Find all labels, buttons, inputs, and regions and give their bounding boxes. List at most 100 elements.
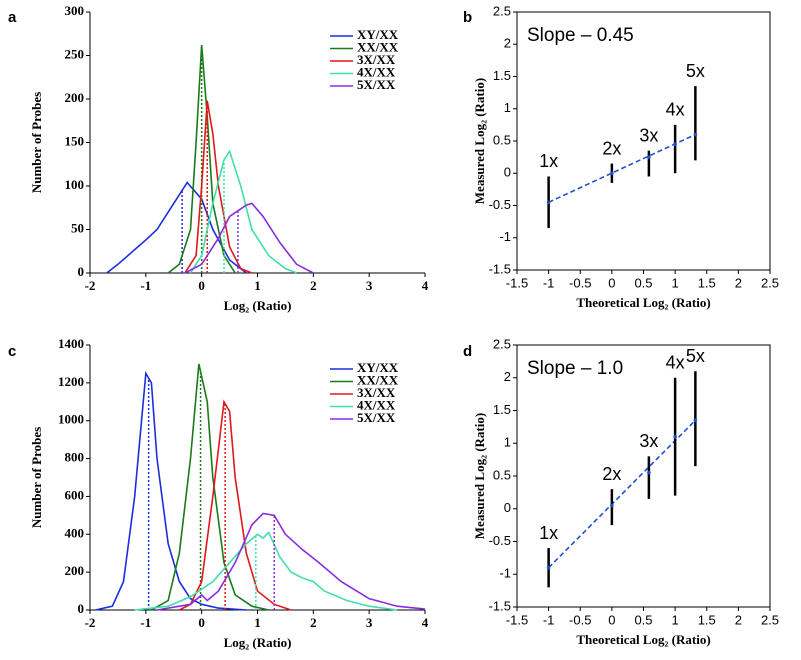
y-tick-label: 1 [504, 435, 511, 450]
x-axis-label: Theoretical Log₂ (Ratio) [576, 295, 710, 310]
fit-line [548, 419, 696, 569]
y-tick-label: 1400 [58, 336, 84, 351]
annotation: Slope – 1.0 [527, 358, 623, 379]
x-tick-label: 2.5 [761, 612, 779, 627]
x-tick-label: 0 [198, 278, 205, 293]
point-label: 3x [639, 125, 658, 145]
series-line [167, 44, 236, 274]
legend-label: 3X/XX [357, 385, 396, 400]
panel: a -2 -1 0 1 2 3 4 0 50 100 150 200 250 300 Log₂ (Ratio)… [8, 3, 429, 313]
series-line [189, 149, 297, 274]
y-tick-label: 1.5 [493, 68, 511, 83]
y-tick-label: -1.5 [489, 261, 511, 276]
y-tick-label: 0 [78, 264, 85, 279]
legend-label: XY/XX [357, 360, 399, 375]
x-tick-label: 3 [366, 278, 373, 293]
x-tick-label: -1 [140, 615, 151, 630]
x-tick-label: -1 [140, 278, 151, 293]
x-tick-label: 1.5 [698, 612, 716, 627]
panel-label: b [463, 9, 472, 26]
legend-label: XX/XX [357, 39, 399, 54]
y-tick-label: 200 [65, 90, 85, 105]
panel: d -1.5 -1 -0.5 0 0.5 1 1.5 2 2.5 -1.5 -1 -0.5 0 0.5 1 1.… [463, 336, 779, 647]
legend-label: 3X/XX [357, 52, 396, 67]
point-label: 5x [686, 346, 705, 366]
series-line [151, 363, 269, 611]
x-tick-label: -1 [543, 612, 555, 627]
y-tick-label: 1.5 [493, 402, 511, 417]
point-label: 5x [686, 61, 705, 81]
point [546, 200, 551, 205]
y-tick-label: 800 [65, 450, 85, 465]
point-label: 1x [539, 151, 558, 171]
y-tick-label: 1 [504, 100, 511, 115]
y-tick-label: 2 [504, 36, 511, 51]
y-tick-label: -0.5 [489, 533, 511, 548]
y-tick-label: -1 [499, 229, 511, 244]
y-tick-label: 1200 [58, 374, 84, 389]
y-tick-label: -1.5 [489, 598, 511, 613]
point-label: 4x [666, 100, 685, 120]
x-tick-label: 4 [422, 278, 429, 293]
legend-label: 5X/XX [357, 410, 396, 425]
point-label: 4x [666, 353, 685, 373]
x-tick-label: 4 [422, 615, 429, 630]
y-tick-label: 1000 [58, 412, 84, 427]
x-tick-label: 0.5 [634, 612, 652, 627]
series-line [156, 512, 426, 611]
x-tick-label: 3 [366, 615, 373, 630]
y-axis-label: Measured Log₂ (Ratio) [472, 413, 487, 539]
point [610, 503, 614, 508]
legend-label: 5X/XX [357, 77, 396, 92]
x-tick-label: 2.5 [761, 275, 779, 290]
panel-label: d [463, 343, 472, 360]
y-tick-label: 0 [78, 601, 85, 616]
y-tick-label: 2.5 [493, 336, 511, 351]
x-tick-label: 0 [198, 615, 205, 630]
point [647, 155, 651, 159]
y-tick-label: 0.5 [493, 467, 511, 482]
panel-label: c [8, 343, 16, 360]
point [610, 171, 614, 176]
legend-label: 4X/XX [357, 64, 396, 79]
x-axis-label: Log₂ (Ratio) [224, 635, 292, 650]
point [693, 418, 698, 423]
x-tick-label: 1 [672, 275, 679, 290]
x-tick-label: -1.5 [506, 275, 528, 290]
point-label: 2x [602, 138, 621, 158]
y-tick-label: 50 [71, 220, 84, 235]
panel: b -1.5 -1 -0.5 0 0.5 1 1.5 2 2.5 -1.5 -1 -0.5 0 0.5 1 1.… [463, 3, 779, 310]
legend-label: XY/XX [357, 27, 399, 42]
y-tick-label: 250 [65, 46, 85, 61]
x-tick-label: -1 [543, 275, 555, 290]
y-tick-label: 300 [65, 3, 85, 18]
y-tick-label: 600 [65, 487, 85, 502]
series-line [178, 399, 292, 611]
plot-frame [516, 344, 771, 608]
y-tick-label: 0.5 [493, 132, 511, 147]
x-tick-label: -0.5 [569, 612, 591, 627]
x-tick-label: 1.5 [698, 275, 716, 290]
x-tick-label: -2 [85, 278, 96, 293]
y-tick-label: 200 [65, 563, 85, 578]
point-label: 1x [539, 523, 558, 543]
y-tick-label: 0 [504, 500, 511, 515]
series-line [95, 370, 247, 611]
x-tick-label: 1 [254, 615, 261, 630]
x-axis-label: Theoretical Log₂ (Ratio) [576, 632, 710, 647]
x-tick-label: -0.5 [569, 275, 591, 290]
annotation: Slope – 0.45 [527, 25, 634, 46]
series-line [184, 202, 314, 274]
point [673, 142, 677, 147]
y-tick-label: 100 [65, 177, 85, 192]
y-tick-label: -0.5 [489, 197, 511, 212]
point [546, 565, 551, 570]
series-line [134, 531, 398, 611]
x-tick-label: 0 [608, 275, 615, 290]
series-line [184, 100, 253, 274]
x-tick-label: 2 [735, 612, 742, 627]
point-label: 3x [639, 431, 658, 451]
x-tick-label: 0.5 [634, 275, 652, 290]
panel: c -2 -1 0 1 2 3 4 0 200 400 600 800 1000 1200 1400 Log₂ … [8, 336, 429, 650]
